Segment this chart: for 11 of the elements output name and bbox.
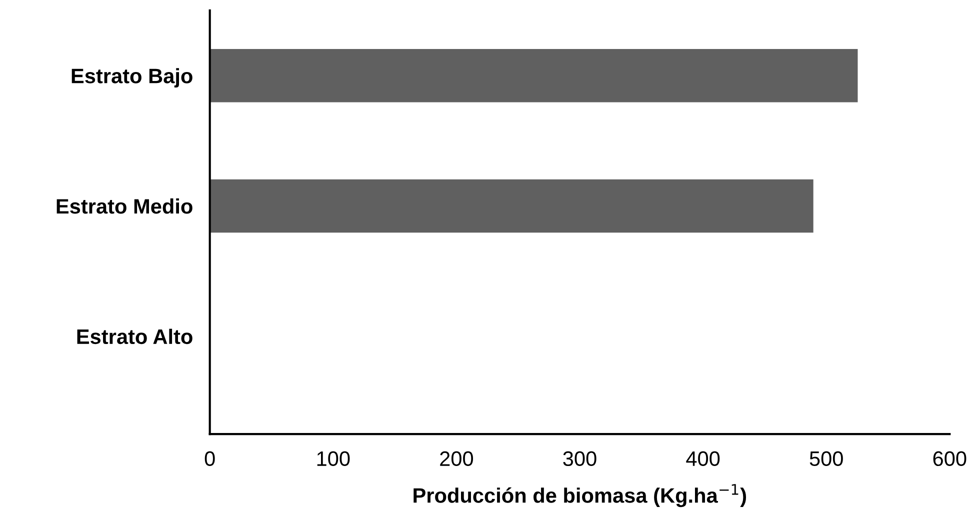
x-tick-label: 500 [810, 451, 843, 466]
x-tick-label: 600 [933, 451, 966, 466]
x-tick-label: 400 [686, 451, 720, 466]
x-tick-label: 200 [440, 451, 474, 466]
x-tick-label: 100 [317, 451, 350, 466]
y-tick-label: Estrato Medio [56, 198, 192, 214]
y-tick-label: Estrato Bajo [72, 68, 192, 88]
x-tick-label: 300 [563, 451, 596, 466]
x-tick-label: 0 [204, 451, 215, 466]
x-axis-title: Producción de biomasa (Kg.ha$^{−1}$) [414, 484, 746, 508]
y-tick-label: Estrato Alto [77, 328, 192, 344]
